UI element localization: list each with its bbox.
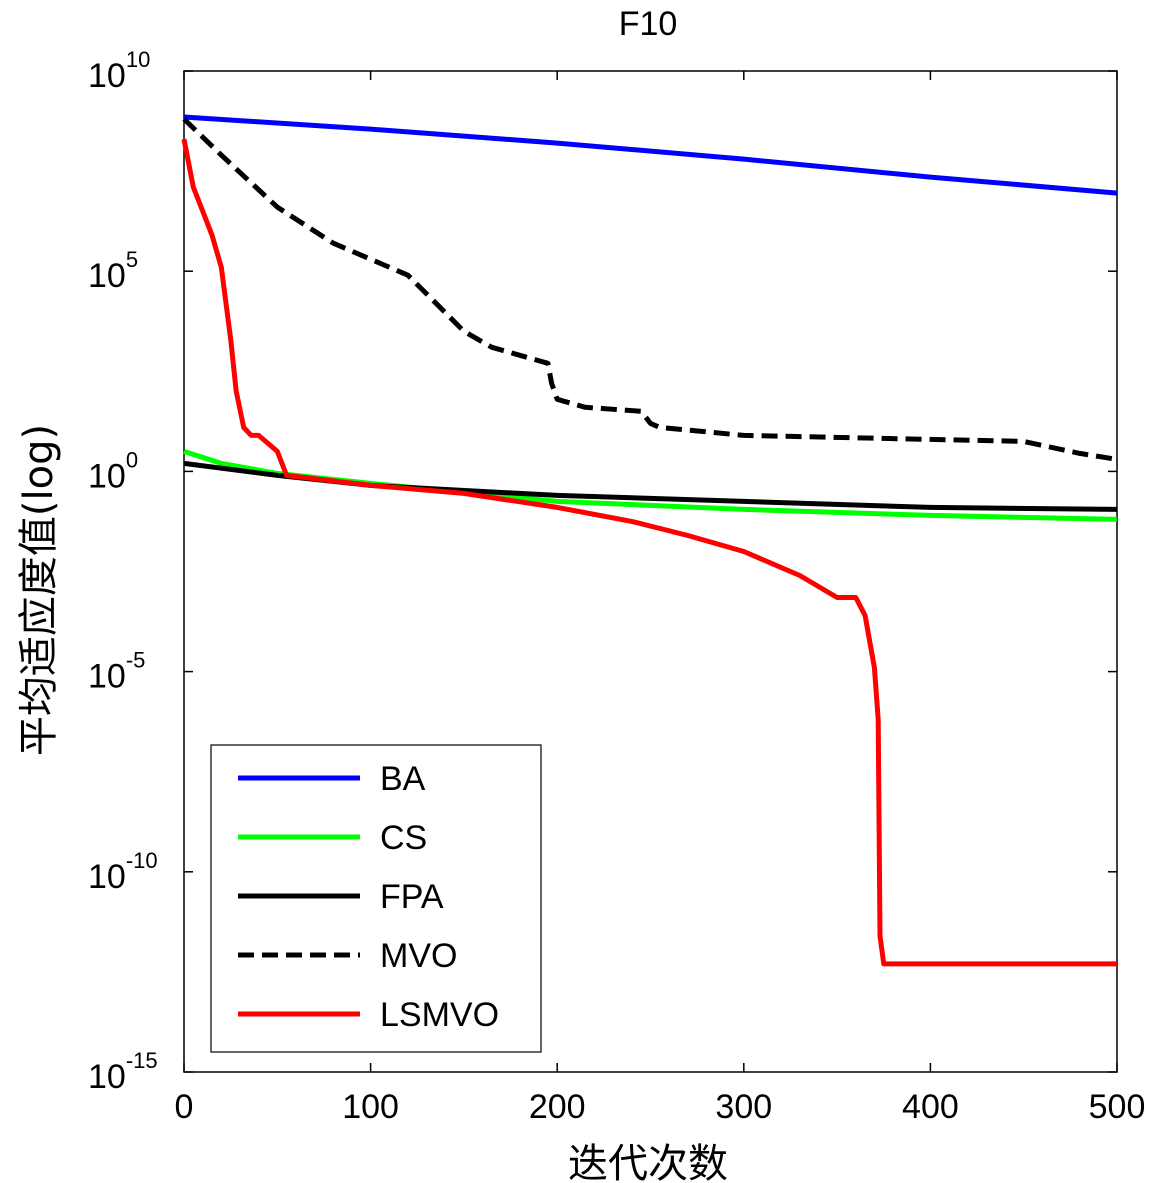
y-tick-label: 10-5: [88, 648, 145, 696]
legend-label-mvo: MVO: [380, 937, 457, 975]
y-tick-label: 105: [88, 247, 138, 295]
x-axis-label: 迭代次数: [568, 1141, 728, 1183]
chart-title: F10: [619, 5, 678, 43]
y-tick-label: 100: [88, 447, 138, 495]
y-tick-base: 10: [88, 457, 126, 495]
y-tick-exponent: -5: [126, 648, 146, 673]
series-line-ba: [183, 114, 1118, 196]
y-tick-base: 10: [88, 858, 126, 896]
y-tick-label: 1010: [88, 47, 150, 95]
series-line-lsmvo: [181, 138, 1117, 967]
legend: BA CS FPA MVO LSMVO: [210, 744, 542, 1053]
x-tick-label: 200: [529, 1088, 586, 1126]
y-tick-base: 10: [88, 257, 126, 295]
y-tick-exponent: 0: [126, 447, 138, 472]
y-tick-exponent: -15: [126, 1048, 158, 1073]
x-tick-label: 0: [175, 1088, 194, 1126]
y-tick-label: 10-10: [88, 848, 158, 896]
y-tick-base: 10: [88, 57, 126, 95]
x-axis-ticks: 0 100 200 300 400 500: [175, 71, 1146, 1126]
y-tick-label: 10-15: [88, 1048, 158, 1096]
x-tick-label: 300: [715, 1088, 772, 1126]
series-lines: [181, 114, 1118, 967]
plot-frame: [183, 70, 1118, 1073]
x-tick-label: 400: [902, 1088, 959, 1126]
legend-label-cs: CS: [380, 819, 427, 857]
legend-label-fpa: FPA: [380, 878, 444, 916]
y-axis-label: 平均适应度值(log): [16, 424, 62, 756]
y-tick-base: 10: [88, 658, 126, 696]
y-tick-exponent: -10: [126, 848, 158, 873]
legend-label-lsmvo: LSMVO: [380, 996, 499, 1034]
y-tick-base: 10: [88, 1058, 126, 1096]
legend-label-ba: BA: [380, 760, 426, 798]
series-line-mvo: [182, 117, 1118, 462]
series-line-fpa: [183, 460, 1118, 512]
y-tick-exponent: 5: [126, 247, 138, 272]
x-tick-label: 500: [1089, 1088, 1146, 1126]
y-tick-exponent: 10: [126, 47, 150, 72]
x-tick-label: 100: [342, 1088, 399, 1126]
